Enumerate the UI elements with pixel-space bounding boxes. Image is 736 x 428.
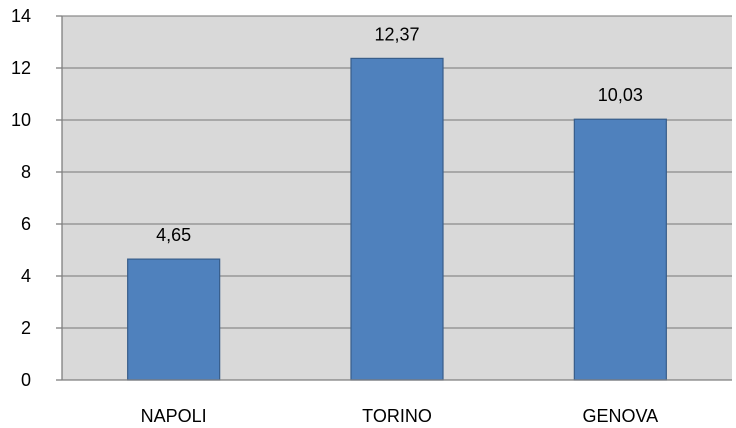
y-axis-ticks: 0 2 4 6 8 10 12 14 <box>11 6 62 390</box>
y-tick-label: 0 <box>21 370 31 390</box>
data-label: 4,65 <box>156 225 191 245</box>
bar-torino <box>350 57 444 381</box>
bar-napoli <box>127 258 221 381</box>
y-tick-label: 8 <box>21 162 31 182</box>
x-category-label: NAPOLI <box>141 406 207 426</box>
bar-genova <box>573 118 667 381</box>
axes <box>61 16 732 381</box>
y-tick-label: 10 <box>11 110 31 130</box>
x-category-label: GENOVA <box>582 406 658 426</box>
y-tick-label: 6 <box>21 214 31 234</box>
data-label: 12,37 <box>374 24 419 44</box>
y-tick-label: 14 <box>11 6 31 26</box>
y-tick-label: 2 <box>21 318 31 338</box>
x-category-label: TORINO <box>362 406 432 426</box>
data-label: 10,03 <box>598 85 643 105</box>
data-labels: 4,65 12,37 10,03 <box>156 24 643 245</box>
y-tick-label: 12 <box>11 58 31 78</box>
x-axis-labels: NAPOLI TORINO GENOVA <box>141 406 659 426</box>
y-tick-label: 4 <box>21 266 31 286</box>
